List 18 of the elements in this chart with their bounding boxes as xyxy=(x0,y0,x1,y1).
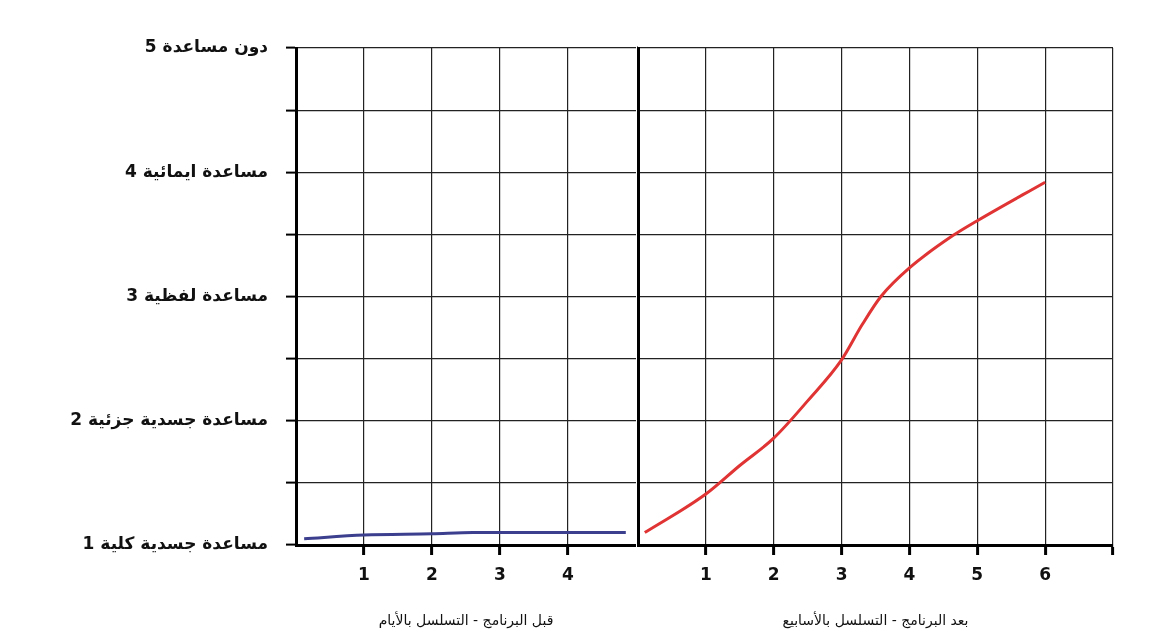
y-tick-label: 4 مساعدة ايمائية xyxy=(125,160,268,181)
x-tick-label: 2 xyxy=(426,563,438,584)
y-tick-label: 3 مساعدة لفظية xyxy=(126,284,268,305)
x-tick-label: 1 xyxy=(358,563,370,584)
x-tick-label: 3 xyxy=(494,563,506,584)
x-tick-label: 4 xyxy=(562,563,575,584)
y-tick-label: 5 دون مساعدة xyxy=(144,36,269,58)
x-tick-label: 3 xyxy=(835,563,848,584)
x-tick-label: 2 xyxy=(767,563,780,584)
x-tick-label: 4 xyxy=(903,563,916,584)
x-tick-label: 5 xyxy=(971,563,984,584)
y-tick-label: 1 مساعدة جسدية كلية xyxy=(82,533,268,554)
x-tick-label: 6 xyxy=(1039,563,1052,584)
x-axis-title: قبل البرنامج - التسلسل بالأيام xyxy=(378,611,554,630)
x-axis-title: بعد البرنامج - التسلسل بالأسابيع xyxy=(782,611,969,630)
x-tick-label: 1 xyxy=(699,563,712,584)
y-tick-label: 2 مساعدة جسدية جزئية xyxy=(70,409,268,431)
line-series xyxy=(302,531,628,541)
